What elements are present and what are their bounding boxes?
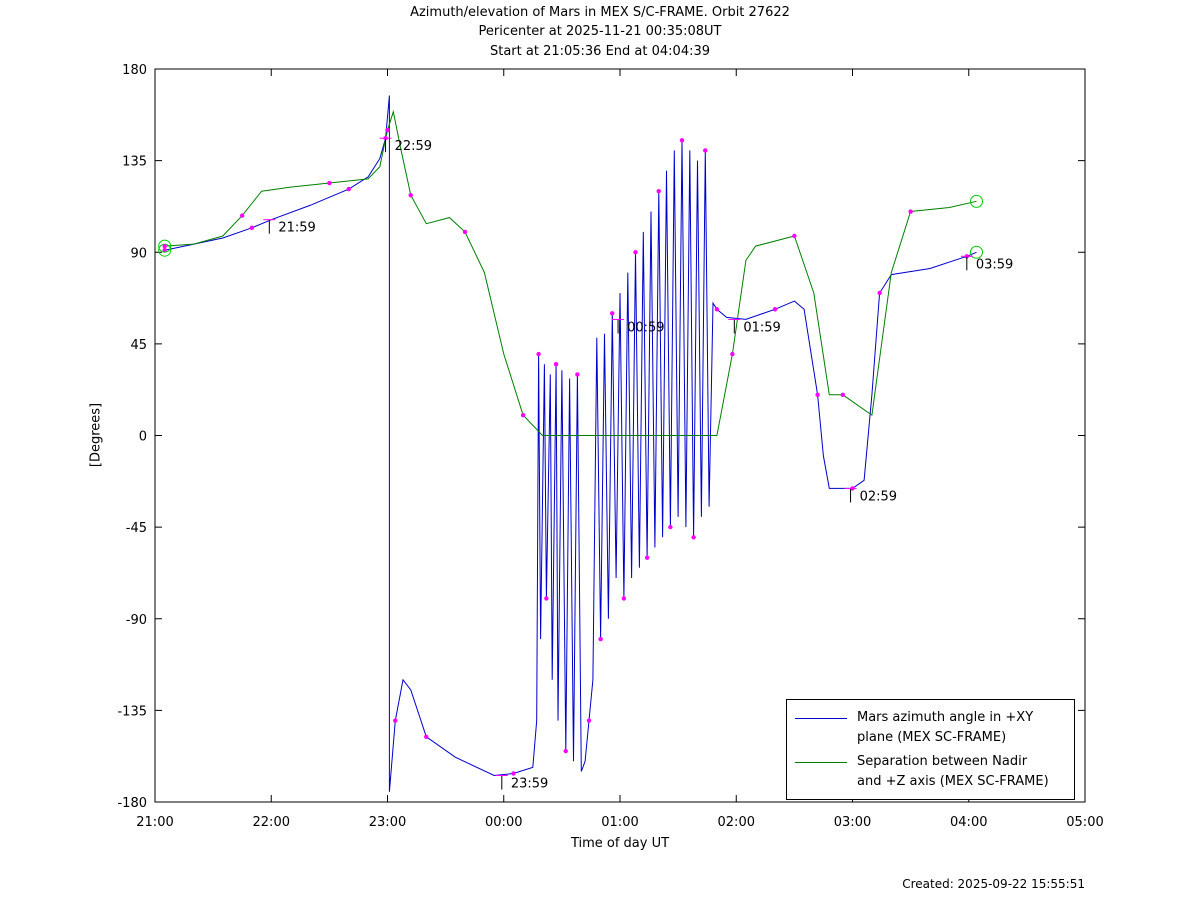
data-point-marker bbox=[703, 148, 708, 153]
x-tick-label: 22:00 bbox=[253, 815, 290, 830]
data-point-marker bbox=[633, 250, 638, 255]
data-point-marker bbox=[511, 771, 516, 776]
data-point-marker bbox=[162, 248, 167, 253]
x-tick-label: 02:00 bbox=[718, 815, 755, 830]
data-point-marker bbox=[249, 225, 255, 231]
data-point-marker bbox=[815, 392, 820, 397]
data-point-marker bbox=[586, 718, 592, 723]
data-point-marker bbox=[424, 734, 429, 740]
x-tick-label: 05:00 bbox=[1066, 815, 1103, 830]
data-point-marker bbox=[462, 229, 468, 235]
data-point-marker bbox=[563, 748, 568, 754]
y-tick-label: 0 bbox=[139, 430, 147, 445]
data-point-marker bbox=[730, 351, 735, 357]
data-point-marker bbox=[162, 243, 167, 249]
time-marker-label: 23:59 bbox=[511, 777, 548, 792]
data-point-marker bbox=[327, 180, 332, 186]
legend-swatch-azimuth bbox=[795, 718, 847, 719]
data-point-marker bbox=[385, 127, 390, 133]
data-point-marker bbox=[668, 524, 673, 530]
data-point-marker bbox=[679, 138, 685, 143]
series-line-azimuth bbox=[164, 95, 977, 792]
legend-item-azimuth: Mars azimuth angle in +XY plane (MEX SC-… bbox=[795, 708, 1033, 748]
x-tick-label: 23:00 bbox=[369, 815, 406, 830]
data-point-marker bbox=[691, 535, 696, 540]
data-point-marker bbox=[877, 290, 882, 296]
x-tick-label: 21:00 bbox=[136, 815, 173, 830]
chart-subtitle-range: Start at 21:05:36 End at 04:04:39 bbox=[489, 44, 711, 59]
data-point-marker bbox=[408, 193, 413, 198]
time-marker-label: 00:59 bbox=[627, 320, 664, 335]
x-tick-label: 03:00 bbox=[834, 815, 871, 830]
legend-label-azimuth-1: Mars azimuth angle in +XY bbox=[857, 710, 1034, 725]
legend-label-separation-1: Separation between Nadir bbox=[857, 754, 1028, 769]
data-point-marker bbox=[536, 351, 541, 357]
x-axis-label: Time of day UT bbox=[570, 836, 670, 851]
x-tick-label: 01:00 bbox=[601, 815, 638, 830]
legend-item-separation: Separation between Nadir and +Z axis (ME… bbox=[795, 752, 1049, 792]
data-point-marker bbox=[520, 412, 526, 418]
time-marker-label: 02:59 bbox=[860, 489, 897, 504]
time-marker-label: 21:59 bbox=[278, 221, 315, 236]
data-point-marker bbox=[553, 362, 559, 367]
chart-title: Azimuth/elevation of Mars in MEX S/C-FRA… bbox=[410, 5, 790, 20]
y-tick-label: 180 bbox=[122, 63, 147, 78]
data-point-marker bbox=[575, 372, 580, 377]
data-point-marker bbox=[908, 209, 913, 214]
data-point-marker bbox=[621, 596, 627, 601]
x-tick-label: 04:00 bbox=[950, 815, 987, 830]
start-circle bbox=[158, 239, 172, 253]
data-point-marker bbox=[644, 555, 650, 560]
y-tick-label: 135 bbox=[122, 155, 147, 170]
data-point-marker bbox=[598, 636, 603, 642]
time-marker-label: 22:59 bbox=[395, 139, 432, 154]
end-circle bbox=[970, 245, 983, 259]
created-timestamp: Created: 2025-09-22 15:55:51 bbox=[902, 877, 1085, 891]
y-tick-label: 90 bbox=[130, 246, 147, 261]
y-tick-label: -135 bbox=[117, 704, 147, 719]
data-point-marker bbox=[840, 392, 846, 397]
legend-label-azimuth-2: plane (MEX SC-FRAME) bbox=[857, 730, 1007, 745]
x-tick-label: 00:00 bbox=[485, 815, 522, 830]
data-point-marker bbox=[544, 596, 549, 601]
data-point-marker bbox=[610, 311, 615, 316]
data-point-marker bbox=[346, 186, 351, 192]
y-tick-label: -45 bbox=[126, 521, 147, 536]
y-axis-label: [Degrees] bbox=[88, 402, 104, 468]
data-point-marker bbox=[239, 213, 245, 218]
legend-label-separation-2: and +Z axis (MEX SC-FRAME) bbox=[857, 774, 1049, 789]
time-marker-label: 03:59 bbox=[976, 257, 1013, 272]
time-marker-label: 01:59 bbox=[743, 320, 780, 335]
y-tick-label: -90 bbox=[126, 613, 147, 628]
legend: Mars azimuth angle in +XY plane (MEX SC-… bbox=[786, 699, 1075, 800]
y-tick-label: 45 bbox=[130, 338, 147, 353]
series-line-separation bbox=[164, 109, 977, 436]
y-tick-label: -180 bbox=[117, 796, 147, 811]
data-point-marker bbox=[714, 307, 720, 312]
data-point-marker bbox=[792, 233, 797, 239]
end-circle bbox=[970, 194, 983, 208]
data-point-marker bbox=[656, 188, 661, 194]
chart-subtitle-pericenter: Pericenter at 2025-11-21 00:35:08UT bbox=[478, 24, 722, 39]
data-point-marker bbox=[393, 718, 398, 723]
legend-swatch-separation bbox=[795, 762, 847, 763]
data-point-marker bbox=[772, 307, 778, 312]
